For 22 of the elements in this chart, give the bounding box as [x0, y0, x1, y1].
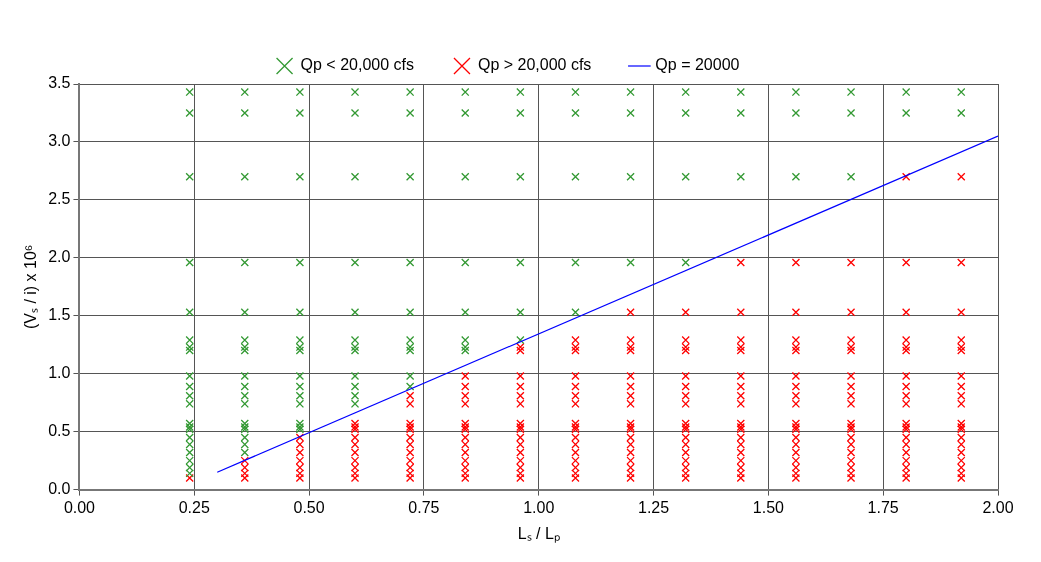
x-tick-label: 0.50	[293, 498, 325, 516]
y-tick-label: 2.5	[48, 190, 71, 208]
x-tick-label: 0.00	[63, 498, 96, 516]
legend-label: Qp = 20000	[655, 56, 740, 74]
x-tick-label: 1.00	[523, 498, 555, 516]
x-axis-title: Lₛ / Lₚ	[517, 524, 560, 543]
x-tick-label: 0.25	[178, 498, 210, 516]
y-tick-label: 0.5	[48, 422, 71, 440]
y-tick-label: 3.0	[48, 132, 71, 150]
y-tick-label: 1.0	[48, 364, 71, 382]
x-tick-label: 1.75	[867, 498, 899, 516]
y-tick-label: 3.5	[48, 74, 71, 92]
legend-label: Qp > 20,000 cfs	[477, 56, 592, 74]
x-tick-label: 1.50	[752, 498, 785, 516]
y-axis-title: (Vₛ / i) x 10⁶	[22, 244, 40, 330]
x-tick-label: 2.00	[982, 498, 1014, 516]
y-tick-label: 1.5	[48, 306, 71, 324]
legend-label: Qp < 20,000 cfs	[300, 56, 414, 74]
x-tick-label: 0.75	[408, 498, 440, 516]
x-tick-label: 1.25	[637, 498, 670, 516]
y-tick-label: 0.0	[48, 480, 71, 498]
y-tick-label: 2.0	[48, 248, 71, 266]
